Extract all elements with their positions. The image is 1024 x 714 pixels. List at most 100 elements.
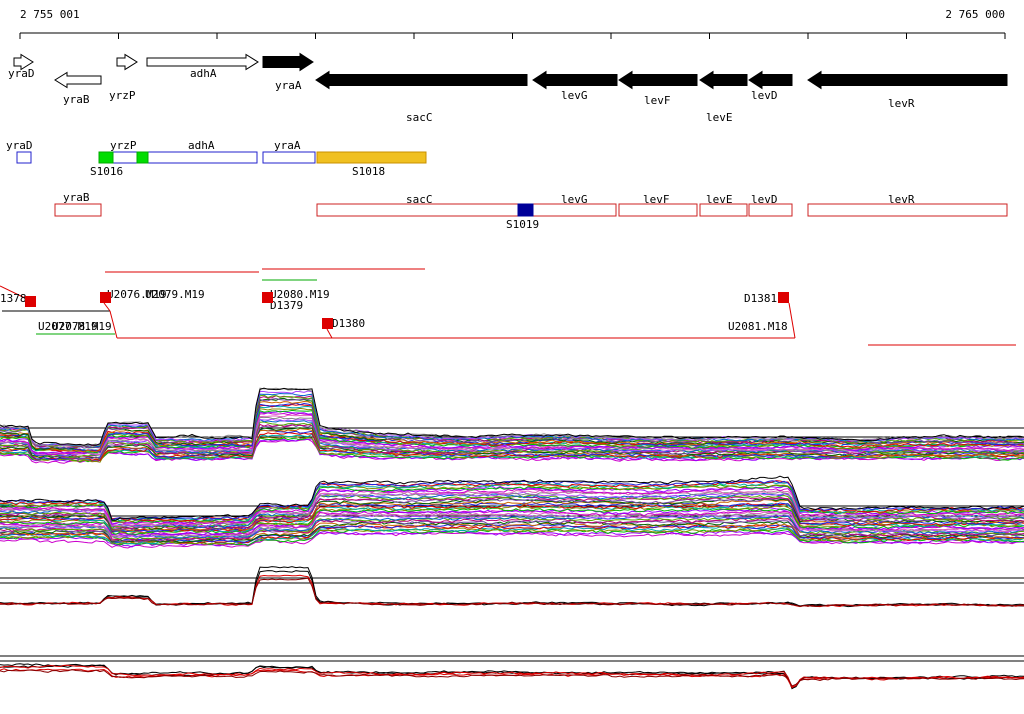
expression-series: [0, 410, 1024, 455]
gene-label-yraA: yraA: [275, 79, 302, 92]
expression-series: [0, 423, 1024, 458]
cds-label-adhA: adhA: [188, 139, 215, 152]
expression-series: [0, 520, 1024, 543]
expression-panel-4: [0, 655, 1024, 690]
gene-arrow-levE[interactable]: [699, 70, 748, 90]
expression-series: [0, 497, 1024, 530]
expression-series: [0, 570, 1024, 607]
operon-label-yraB: yraB: [63, 191, 90, 204]
gene-label-yraB: yraB: [63, 93, 90, 106]
expression-series: [0, 437, 1024, 463]
gene-arrow-yraA[interactable]: [262, 52, 314, 72]
probe-marker[interactable]: [322, 318, 333, 329]
expression-series: [0, 490, 1024, 527]
probe-path-line: [788, 302, 796, 339]
gene-label-levF: levF: [644, 94, 671, 107]
expression-series: [0, 499, 1024, 532]
transcript-box[interactable]: [618, 203, 698, 217]
gene-arrow-levR[interactable]: [807, 70, 1008, 90]
probe-label-1378[interactable]: 1378: [0, 292, 27, 305]
gene-label-yrzP: yrzP: [109, 89, 136, 102]
probe-label-U2080.M19[interactable]: U2080.M19: [270, 288, 330, 301]
probe-marker[interactable]: [778, 292, 789, 303]
transcript-box[interactable]: [748, 203, 793, 217]
transcript-box[interactable]: [699, 203, 748, 217]
operon-label-sacC: sacC: [406, 193, 433, 206]
cds-label-S1018: S1018: [352, 165, 385, 178]
gene-arrow-yraB[interactable]: [54, 71, 102, 89]
cds-box[interactable]: [262, 151, 316, 164]
gene-arrow-track: yraD yraB yrzP adhA yraA sacC levG levF levE levD…: [8, 52, 1008, 124]
probe-label-D1379[interactable]: D1379: [270, 299, 303, 312]
probe-label-U2078.M19[interactable]: U2078.M19: [52, 320, 112, 333]
cds-box[interactable]: [147, 151, 258, 164]
expression-series: [0, 424, 1024, 460]
gene-arrow-adhA[interactable]: [146, 53, 259, 71]
region-start-coordinate: 2 755 001: [20, 8, 80, 21]
expression-panel-3: [0, 566, 1024, 608]
cds-label-yrzP: yrzP: [110, 139, 137, 152]
gene-label-adhA: adhA: [190, 67, 217, 80]
gene-label-yraD: yraD: [8, 67, 35, 80]
expression-series: [0, 480, 1024, 522]
probe-label-U2081.M18[interactable]: U2081.M18: [728, 320, 788, 333]
gene-arrow-yraD[interactable]: [13, 53, 34, 71]
expression-series: [0, 566, 1024, 608]
gene-label-levG: levG: [561, 89, 588, 102]
expression-series: [0, 529, 1024, 548]
probe-path-line: [109, 310, 118, 339]
transcript-box[interactable]: [807, 203, 1008, 217]
gene-arrow-levG[interactable]: [532, 70, 618, 90]
probe-label-D1380[interactable]: D1380: [332, 317, 365, 330]
probe-label-D1381[interactable]: D1381: [744, 292, 777, 305]
probe-label-U2079.M19[interactable]: U2079.M19: [145, 288, 205, 301]
transcript-box[interactable]: [316, 203, 617, 217]
gene-arrow-sacC[interactable]: [315, 70, 528, 90]
cds-label-yraD: yraD: [6, 139, 33, 152]
probe-label-U2076.M19[interactable]: U2076.M19: [107, 288, 167, 301]
cds-box[interactable]: [136, 151, 149, 164]
transcript-box[interactable]: [54, 203, 102, 217]
expression-series: [0, 475, 1024, 521]
probe-label-U2077.M19[interactable]: U2077.M19: [38, 320, 98, 333]
expression-series: [0, 517, 1024, 542]
expression-series: [0, 506, 1024, 535]
operon-label-levR: levR: [888, 193, 915, 206]
expression-series: [0, 577, 1024, 608]
coordinate-ruler: [19, 32, 1006, 39]
cds-box[interactable]: [316, 151, 427, 164]
cds-box[interactable]: [16, 151, 32, 164]
gene-arrow-levF[interactable]: [618, 70, 698, 90]
probe-marker[interactable]: [100, 292, 111, 303]
expression-series: [0, 669, 1024, 687]
expression-series: [0, 515, 1024, 540]
operon-label-levD: levD: [751, 193, 778, 206]
expression-panel-2: [0, 475, 1024, 549]
cds-track: yraD yrzP adhA yraA S1016 S1018: [6, 139, 427, 178]
gene-arrow-yrzP[interactable]: [116, 53, 138, 71]
expression-panel-1: [0, 387, 1024, 464]
cds-label-S1016: S1016: [90, 165, 123, 178]
operon-label-levG: levG: [561, 193, 588, 206]
probe-marker[interactable]: [262, 292, 273, 303]
operon-label-levE: levE: [706, 193, 733, 206]
probe-path-line: [326, 328, 333, 339]
operon-label-S1019: S1019: [506, 218, 539, 231]
probe-path-line: [103, 302, 111, 312]
expression-series: [0, 394, 1024, 447]
gene-label-levD: levD: [751, 89, 778, 102]
segment-box[interactable]: [517, 203, 534, 217]
probe-marker[interactable]: [25, 296, 36, 307]
expression-series: [0, 409, 1024, 454]
probe-path-line: [0, 285, 26, 299]
expression-series: [0, 387, 1024, 446]
gene-arrow-levD[interactable]: [748, 70, 793, 90]
cds-label-yraA: yraA: [274, 139, 301, 152]
cds-box[interactable]: [98, 151, 114, 164]
expression-series: [0, 400, 1024, 453]
operon-track: yraB sacC levG levF levE levD levR S1019: [54, 191, 1008, 231]
gene-label-levE: levE: [706, 111, 733, 124]
